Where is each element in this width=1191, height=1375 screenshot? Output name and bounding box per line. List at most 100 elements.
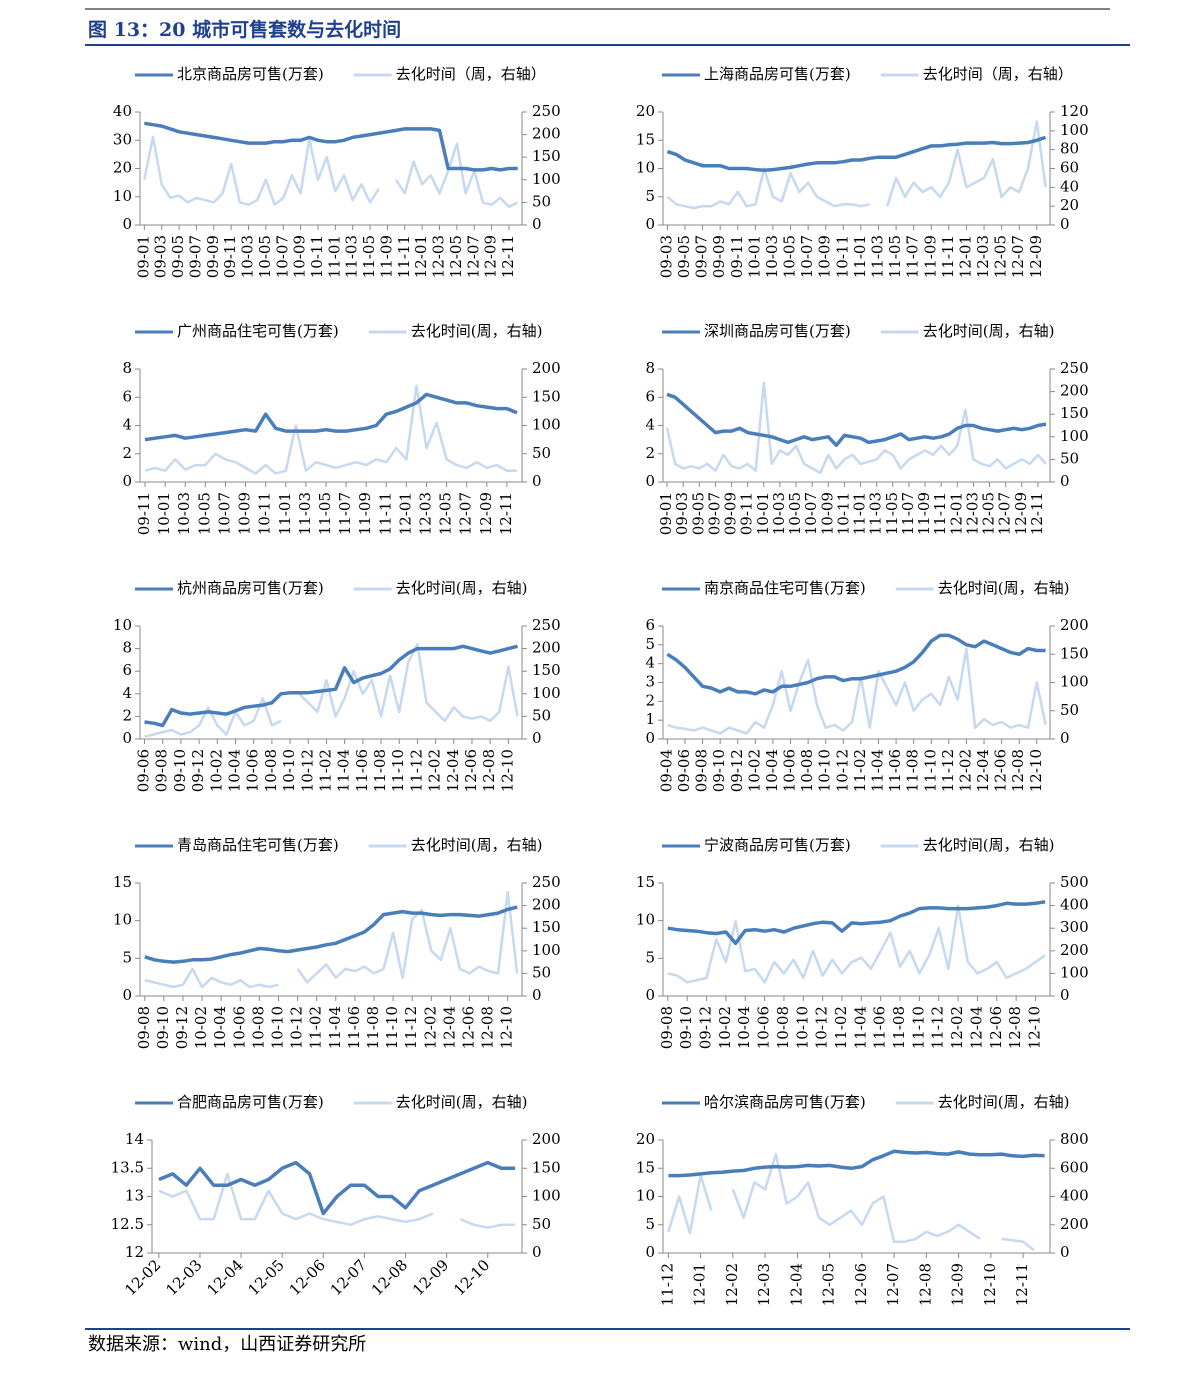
x-tick-label: 10-09 — [236, 492, 254, 535]
x-tick-label: 10-10 — [268, 1006, 286, 1049]
y2-tick-label: 50 — [532, 706, 551, 724]
x-tick-label: 09-09 — [204, 235, 222, 278]
series-line — [666, 120, 1047, 210]
x-tick-label: 10-07 — [215, 492, 233, 535]
x-tick-label: 10-01 — [745, 235, 763, 278]
x-tick-label: 09-08 — [693, 749, 711, 792]
x-tick-label: 09-11 — [728, 235, 746, 278]
y-tick-label: 10 — [113, 911, 132, 929]
x-tick-label: 12-06 — [992, 749, 1010, 792]
y2-tick-label: 50 — [1060, 449, 1079, 467]
x-tick-label: 12-02 — [723, 1263, 741, 1306]
y-tick-label: 0 — [645, 215, 655, 233]
x-tick-label: 11-05 — [316, 492, 334, 535]
x-tick-label: 09-03 — [673, 492, 691, 535]
x-tick-label: 11-08 — [890, 1006, 908, 1049]
x-tick-label: 12-10 — [498, 749, 516, 792]
y-tick-label: 6 — [645, 616, 655, 634]
x-tick-label: 10-03 — [239, 235, 257, 278]
x-tick-label: 12-07 — [996, 492, 1014, 535]
x-tick-label: 11-04 — [868, 749, 886, 792]
legend-label: 去化时间（周，右轴） — [923, 65, 1073, 83]
y-tick-label: 10 — [636, 1187, 655, 1205]
legend-label: 去化时间(周，右轴) — [938, 1093, 1070, 1111]
x-tick-label: 10-04 — [226, 749, 244, 792]
y2-tick-label: 60 — [1060, 159, 1079, 177]
y2-tick-label: 100 — [1060, 963, 1089, 981]
x-tick-label: 09-08 — [153, 749, 171, 792]
x-tick-label: 11-04 — [851, 1006, 869, 1049]
x-tick-label: 09-11 — [221, 235, 239, 278]
x-tick-label: 11-03 — [296, 492, 314, 535]
x-tick-label: 11-09 — [915, 492, 933, 535]
x-tick-label: 09-06 — [675, 749, 693, 792]
x-tick-label: 11-12 — [407, 749, 425, 792]
x-tick-label: 12-11 — [497, 492, 515, 535]
x-tick-label: 10-11 — [308, 235, 326, 278]
series-line — [143, 135, 519, 209]
y2-tick-label: 300 — [1060, 918, 1089, 936]
y-tick-label: 4 — [645, 416, 655, 434]
y2-tick-label: 100 — [532, 416, 561, 434]
x-tick-label: 12-04 — [787, 1263, 805, 1306]
legend-label: 深圳商品房可售(万套) — [704, 322, 851, 340]
x-tick-label: 10-09 — [818, 492, 836, 535]
x-tick-label: 11-10 — [389, 749, 407, 792]
y2-tick-label: 150 — [532, 387, 561, 405]
x-tick-label: 12-06 — [987, 1006, 1005, 1049]
x-tick-label: 10-08 — [774, 1006, 792, 1049]
y2-tick-label: 200 — [1060, 382, 1089, 400]
x-tick-label: 12-02 — [121, 1256, 164, 1299]
y-tick-label: 10 — [636, 911, 655, 929]
y-tick-label: 12.5 — [111, 1215, 144, 1233]
x-tick-label: 10-02 — [716, 1006, 734, 1049]
x-tick-label: 09-12 — [173, 1006, 191, 1049]
series-line — [144, 644, 518, 728]
y2-tick-label: 40 — [1060, 177, 1079, 195]
legend-label: 去化时间(周，右轴) — [396, 1093, 528, 1111]
x-tick-label: 09-08 — [135, 1006, 153, 1049]
x-tick-label: 09-03 — [657, 235, 675, 278]
x-tick-label: 12-03 — [755, 1263, 773, 1306]
x-tick-label: 11-12 — [939, 749, 957, 792]
x-tick-label: 11-06 — [886, 749, 904, 792]
x-tick-label: 12-08 — [916, 1263, 934, 1306]
y-tick-label: 20 — [636, 102, 655, 120]
y2-tick-label: 150 — [532, 661, 561, 679]
x-tick-label: 11-07 — [904, 235, 922, 278]
x-tick-label: 11-08 — [364, 1006, 382, 1049]
y-tick-label: 2 — [122, 706, 132, 724]
x-tick-label: 11-05 — [883, 492, 901, 535]
y-tick-label: 4 — [645, 654, 655, 672]
x-tick-label: 12-08 — [479, 1006, 497, 1049]
x-tick-label: 12-02 — [426, 749, 444, 792]
y2-tick-label: 800 — [1060, 1130, 1089, 1148]
x-tick-label: 11-05 — [360, 235, 378, 278]
x-tick-label: 10-10 — [793, 1006, 811, 1049]
x-tick-label: 11-09 — [921, 235, 939, 278]
x-tick-label: 09-05 — [689, 492, 707, 535]
x-tick-label: 12-04 — [440, 1006, 458, 1049]
series-line — [668, 1149, 1045, 1178]
x-tick-label: 12-09 — [1027, 235, 1045, 278]
y2-tick-label: 0 — [532, 1243, 542, 1261]
x-tick-label: 09-07 — [186, 235, 204, 278]
x-tick-label: 11-07 — [899, 492, 917, 535]
x-tick-label: 12-06 — [286, 1256, 329, 1299]
x-tick-label: 09-12 — [728, 749, 746, 792]
y2-tick-label: 0 — [1060, 729, 1070, 747]
y2-tick-label: 120 — [1060, 102, 1089, 120]
legend-label: 去化时间（周，右轴） — [396, 65, 546, 83]
x-tick-label: 10-06 — [781, 749, 799, 792]
y2-tick-label: 100 — [1060, 673, 1089, 691]
legend-label: 青岛商品住宅可售(万套) — [177, 836, 339, 854]
x-tick-label: 12-03 — [963, 492, 981, 535]
x-tick-label: 09-12 — [697, 1006, 715, 1049]
x-tick-label: 10-02 — [192, 1006, 210, 1049]
y-tick-label: 15 — [636, 1158, 655, 1176]
x-tick-label: 12-01 — [947, 492, 965, 535]
series-line — [144, 384, 517, 475]
y2-tick-label: 0 — [1060, 1243, 1070, 1261]
x-tick-label: 12-10 — [498, 1006, 516, 1049]
x-tick-label: 09-10 — [171, 749, 189, 792]
